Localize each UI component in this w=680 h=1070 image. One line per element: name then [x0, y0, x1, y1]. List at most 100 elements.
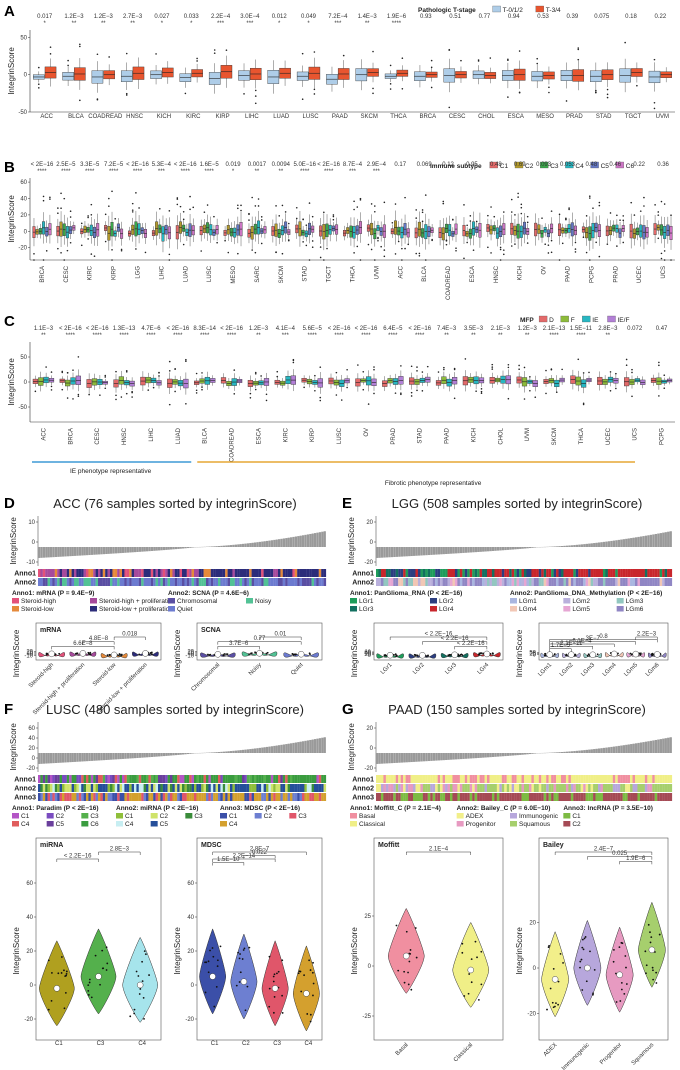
waterfall-bar	[285, 744, 288, 753]
outlier-point	[475, 220, 478, 223]
legend-swatch	[289, 813, 297, 819]
x-tick-label: BRCA	[40, 266, 46, 283]
anno-cell	[280, 793, 283, 801]
waterfall-bar	[302, 535, 305, 547]
waterfall-bar	[59, 547, 62, 557]
x-tick-label: Chromosomal	[191, 662, 222, 693]
pvalue-label: 8.7E−4	[343, 162, 363, 168]
anno-cell	[38, 793, 41, 801]
outlier-point	[104, 374, 107, 377]
waterfall-bar	[459, 753, 463, 760]
violin-point	[625, 966, 627, 969]
anno-cell	[146, 578, 149, 586]
legend-title: Anno2: PanGlioma_DNA_Methylation (P < 2E…	[510, 590, 662, 597]
anno-cell	[600, 793, 604, 801]
anno-cell	[615, 775, 618, 783]
anno-cell	[573, 578, 576, 586]
anno-cell	[90, 569, 94, 577]
anno-cell	[203, 784, 207, 792]
anno-cell	[472, 569, 475, 577]
anno-cell	[172, 578, 175, 586]
significance-stars: *	[232, 169, 235, 175]
x-tick-label: MESO	[536, 114, 554, 120]
outlier-point	[507, 363, 510, 366]
anno-cell	[482, 569, 485, 577]
pvalue-label: < 2E−16	[220, 326, 243, 332]
waterfall-bar	[314, 739, 317, 753]
waterfall-bar	[62, 547, 65, 557]
anno-cell	[625, 578, 628, 586]
anno-cell	[405, 569, 409, 577]
significance-stars: ****	[119, 333, 129, 339]
waterfall-bar	[57, 547, 60, 557]
waterfall-bar	[662, 532, 665, 547]
anno-cell	[519, 784, 522, 792]
anno-cell	[290, 569, 293, 577]
anno-cell	[445, 569, 448, 577]
anno-cell	[203, 578, 207, 586]
anno-cell	[583, 775, 586, 783]
violin-point	[592, 992, 594, 995]
waterfall-bar	[430, 547, 433, 555]
legend-item: C3	[298, 813, 307, 820]
y-tick-label: -20	[185, 1017, 194, 1023]
outlier-point	[416, 366, 418, 368]
violin-point	[204, 991, 207, 994]
anno-cell	[141, 775, 144, 783]
legend-item: LGm3	[626, 598, 644, 605]
outlier-point	[313, 51, 316, 53]
outlier-point	[287, 239, 290, 241]
outlier-point	[518, 368, 520, 371]
outlier-point	[260, 375, 262, 377]
violin-median	[467, 966, 474, 974]
outlier-point	[598, 201, 601, 204]
x-tick-label: LGr2	[412, 662, 426, 676]
anno-cell	[459, 578, 463, 586]
anno-cell	[390, 784, 394, 792]
significance-stars: ****	[109, 169, 119, 175]
anno-cell	[541, 775, 544, 783]
anno-cell	[62, 569, 65, 577]
anno-cell	[50, 784, 53, 792]
outlier-point	[295, 206, 298, 209]
violin-point	[555, 1002, 557, 1005]
anno-cell	[78, 775, 82, 783]
anno-cell	[189, 569, 192, 577]
anno-cell	[299, 784, 303, 792]
anno-cell	[119, 569, 123, 577]
outlier-point	[658, 395, 660, 397]
x-tick-label: Steroid-low	[92, 662, 118, 688]
x-tick-label: Squamous	[631, 1042, 656, 1067]
anno-cell	[124, 793, 127, 801]
anno-cell	[239, 578, 243, 586]
anno-cell	[639, 775, 643, 783]
anno-cell	[302, 784, 305, 792]
anno-cell	[256, 784, 259, 792]
anno-cell	[501, 793, 505, 801]
anno-cell	[232, 784, 235, 792]
anno-cell	[198, 578, 202, 586]
anno-cell	[110, 578, 113, 586]
x-tick-label: UCS	[661, 266, 667, 279]
anno-cell	[285, 775, 288, 783]
anno-cell	[459, 793, 463, 801]
outlier-point	[565, 100, 568, 102]
waterfall-bar	[590, 543, 593, 547]
anno-cell	[400, 578, 404, 586]
violin-point	[457, 654, 460, 657]
anno-cell	[69, 569, 72, 577]
outlier-point	[545, 369, 547, 372]
outlier-point	[544, 243, 547, 245]
violin-point	[463, 995, 466, 997]
violin-point	[655, 982, 658, 984]
significance-stars: *	[190, 21, 193, 27]
anno-cell	[511, 569, 515, 577]
outlier-point	[424, 194, 427, 196]
anno-cell	[100, 775, 103, 783]
anno-cell	[148, 569, 151, 577]
outlier-point	[426, 365, 429, 368]
anno-cell	[119, 775, 123, 783]
outlier-point	[168, 360, 171, 363]
anno-cell	[246, 793, 250, 801]
violin-frame	[538, 837, 669, 1041]
